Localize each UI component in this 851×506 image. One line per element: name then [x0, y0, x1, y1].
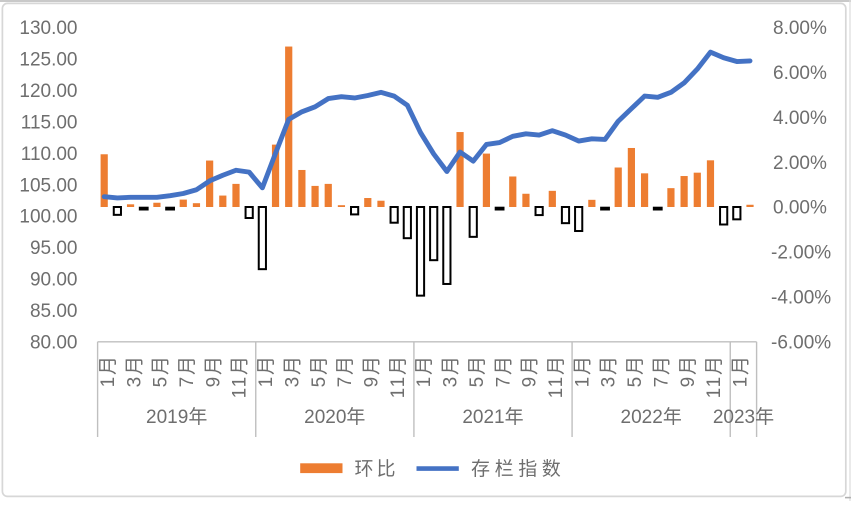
svg-text:环比: 环比: [355, 458, 399, 480]
svg-text:90.00: 90.00: [30, 270, 78, 291]
svg-text:5月: 5月: [467, 354, 488, 387]
svg-text:11月: 11月: [230, 354, 251, 398]
svg-text:6.00%: 6.00%: [773, 63, 827, 84]
svg-text:0.00%: 0.00%: [773, 198, 827, 219]
svg-text:7月: 7月: [335, 354, 356, 387]
svg-text:11月: 11月: [388, 354, 409, 398]
svg-text:7月: 7月: [651, 354, 672, 387]
svg-text:3月: 3月: [282, 354, 303, 387]
svg-text:1月: 1月: [98, 354, 119, 387]
svg-text:2020年: 2020年: [304, 406, 365, 428]
svg-text:2023年: 2023年: [713, 406, 774, 428]
svg-text:2.00%: 2.00%: [773, 153, 827, 174]
svg-text:4.00%: 4.00%: [773, 108, 827, 129]
svg-text:8.00%: 8.00%: [773, 18, 827, 39]
svg-text:7月: 7月: [493, 354, 514, 387]
svg-text:1月: 1月: [414, 354, 435, 387]
svg-text:95.00: 95.00: [30, 238, 78, 259]
svg-text:2022年: 2022年: [621, 406, 682, 428]
svg-text:100.00: 100.00: [19, 207, 77, 228]
svg-text:11月: 11月: [704, 354, 725, 398]
svg-text:-2.00%: -2.00%: [771, 243, 831, 264]
svg-text:2021年: 2021年: [462, 406, 523, 428]
svg-text:3月: 3月: [124, 354, 145, 387]
svg-text:85.00: 85.00: [30, 301, 78, 322]
svg-text:80.00: 80.00: [30, 332, 78, 353]
svg-text:105.00: 105.00: [19, 175, 77, 196]
svg-text:11月: 11月: [546, 354, 567, 398]
svg-text:7月: 7月: [177, 354, 198, 387]
svg-text:130.00: 130.00: [19, 18, 77, 39]
svg-text:9月: 9月: [520, 354, 541, 387]
svg-text:-4.00%: -4.00%: [771, 288, 831, 309]
svg-text:9月: 9月: [678, 354, 699, 387]
svg-text:1月: 1月: [731, 354, 752, 387]
svg-text:存栏指数: 存栏指数: [471, 458, 565, 480]
svg-text:1月: 1月: [572, 354, 593, 387]
svg-text:9月: 9月: [361, 354, 382, 387]
svg-text:2019年: 2019年: [146, 406, 207, 428]
svg-text:9月: 9月: [203, 354, 224, 387]
svg-text:110.00: 110.00: [21, 144, 78, 165]
svg-text:5月: 5月: [151, 354, 172, 387]
svg-text:125.00: 125.00: [19, 50, 77, 71]
svg-text:1月: 1月: [256, 354, 277, 387]
svg-text:-6.00%: -6.00%: [771, 332, 831, 353]
svg-text:5月: 5月: [309, 354, 330, 387]
svg-text:3月: 3月: [599, 354, 620, 387]
svg-text:115.00: 115.00: [21, 112, 78, 133]
svg-text:5月: 5月: [625, 354, 646, 387]
svg-text:3月: 3月: [441, 354, 462, 387]
svg-text:120.00: 120.00: [19, 81, 77, 102]
